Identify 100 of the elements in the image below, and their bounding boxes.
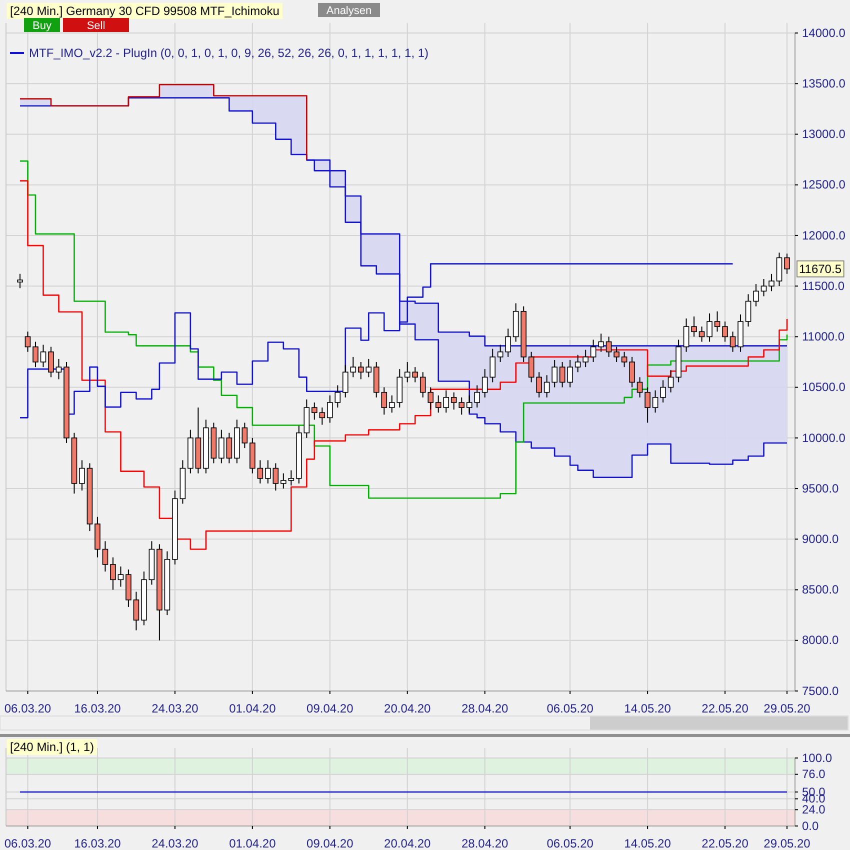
candlestick [312,402,318,420]
y-tick-label: 9000.0 [802,532,840,546]
candlestick [482,368,488,398]
chart-title: [240 Min.] Germany 30 CFD 99508 MTF_Ichimoku [10,4,280,18]
candlestick [714,310,720,332]
y-tick-label: 8500.0 [802,582,840,597]
candlestick [102,540,108,572]
candlestick [590,339,596,362]
candlestick [683,318,690,352]
candlestick [722,321,728,342]
candlestick [776,252,782,287]
y-tick-label: 9500.0 [802,481,840,496]
y-tick-label: 100.0 [802,750,832,765]
candlestick [614,346,620,362]
candlestick [582,349,588,368]
candlestick [226,432,232,464]
candlestick [598,333,604,352]
y-tick-label: 76.0 [802,767,826,782]
candlestick [559,362,566,388]
candlestick [272,462,279,492]
x-tick-label: 14.05.20 [624,702,672,716]
candlestick [497,344,504,362]
candlestick [490,348,496,383]
candlestick [257,460,264,484]
x-tick-label: 09.04.20 [306,702,354,716]
y-tick-label: 10500.0 [802,380,846,394]
candlestick [133,591,140,631]
candlestick [79,460,85,492]
candlestick [644,386,650,424]
candlestick [567,359,573,388]
candlestick [660,380,666,403]
x-tick-label: 01.04.20 [229,702,276,716]
candlestick [319,407,326,426]
y-tick-label: 0.0 [802,818,820,833]
x-tick-label: 06.05.20 [546,836,594,850]
y-tick-label: 7500.0 [802,684,840,698]
candlestick [574,354,581,373]
y-tick-label: 12000.0 [802,228,846,242]
y-tick-label: 24.0 [802,802,826,817]
x-tick-label: 06.03.20 [4,836,52,850]
button: Buy [24,18,60,32]
x-tick-label: 01.04.20 [229,836,276,850]
candlestick [698,326,705,342]
candlestick [745,294,752,328]
y-tick-label: 11500.0 [802,278,845,293]
candlestick [288,470,294,486]
candlestick [110,556,116,590]
button: Sell [63,18,129,32]
candlestick [17,273,23,289]
candlestick [606,336,612,358]
x-tick-label: 16.03.20 [74,836,122,850]
candlestick [218,429,224,464]
candlestick [32,341,38,368]
y-tick-label: 12500.0 [802,178,846,192]
candlestick [48,346,54,378]
candlestick [505,328,511,358]
x-tick-label: 22.05.20 [702,702,749,716]
candlestick [280,472,286,490]
candlestick [265,460,271,484]
x-tick-label: 24.03.20 [152,702,199,716]
candlestick [691,316,697,338]
x-tick-label: 22.05.20 [702,836,749,850]
candlestick [536,372,542,398]
x-tick-label: 24.03.20 [152,836,199,850]
candlestick [544,374,550,398]
candlestick [784,253,790,274]
candlestick [753,284,759,307]
candlestick [40,344,46,368]
candlestick [552,359,558,388]
y-tick-label: 14000.0 [802,26,846,40]
x-tick-label: 06.03.20 [4,702,52,716]
y-tick-label: 10000.0 [802,430,846,445]
button: Analysen [318,3,380,17]
candlestick [636,376,643,398]
x-tick-label: 28.04.20 [461,836,509,850]
x-tick-label: 06.05.20 [546,702,594,716]
candlestick [629,356,635,388]
candlestick [242,422,248,449]
y-tick-label: 8000.0 [802,633,840,648]
candlestick [768,273,774,292]
candlestick [56,358,62,380]
candlestick [760,278,767,297]
candlestick [24,331,31,352]
x-tick-label: 20.04.20 [384,702,432,716]
candlestick [668,370,674,393]
candlestick [706,312,712,342]
candlestick [621,351,628,368]
x-tick-label: 14.05.20 [624,836,672,850]
x-tick-label: 29.05.20 [764,836,811,850]
chart-title: [240 Min.] (1, 1) [10,740,94,754]
text: MTF_IMO_v2.2 - PlugIn (0, 0, 1, 0, 1, 0, 9, 26, 52, 26, 26, 0, 1, 1, 1, 1, 1, 1) [29,46,429,60]
x-tick-label: 28.04.20 [461,702,509,716]
candlestick [528,351,534,383]
x-tick-label: 09.04.20 [306,836,354,850]
x-tick-label: 20.04.20 [384,836,432,850]
y-tick-label: 13000.0 [802,127,846,142]
candlestick [118,566,124,588]
x-tick-label: 16.03.20 [74,702,122,716]
text: 11670.5 [799,262,842,276]
candlestick [652,390,658,414]
